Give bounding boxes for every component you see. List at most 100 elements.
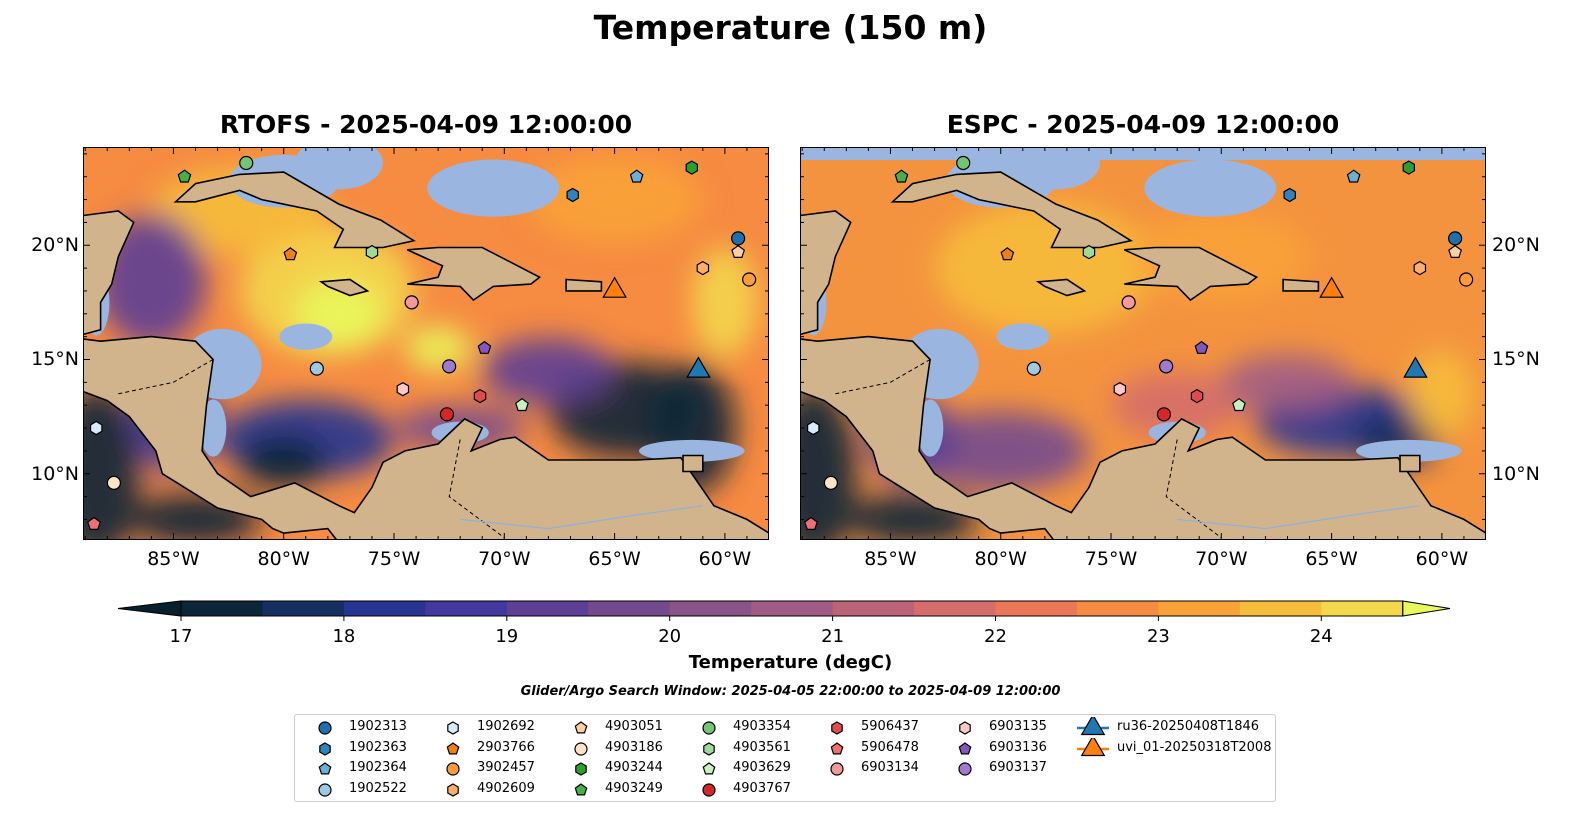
colorbar-tick-label: 22: [984, 626, 1007, 647]
colorbar-tick-label: 24: [1309, 626, 1333, 647]
platform-marker-6903137: [442, 359, 457, 374]
panel-title-espc: ESPC - 2025-04-09 12:00:00: [946, 110, 1340, 139]
platform-marker-4903354: [956, 155, 971, 171]
legend-label: 2903766: [477, 739, 535, 755]
legend-label: 4903767: [733, 780, 791, 796]
legend-label: 4903629: [733, 760, 791, 775]
platform-marker-5906437: [1190, 388, 1204, 404]
legend-hexagon-icon: [575, 762, 587, 776]
land-cuba: [173, 171, 416, 249]
legend-triangle-icon: [1080, 737, 1106, 756]
legend-marker-icon: [318, 782, 332, 797]
lon-tick-label: 85°W: [864, 548, 917, 570]
legend-marker-icon: [574, 782, 588, 795]
legend-label: uvi_01-20250318T2008: [1117, 739, 1272, 755]
colorbar-bin: [1321, 601, 1404, 616]
colorbar-bin: [914, 601, 996, 616]
lat-tick-label: 20°N: [1492, 234, 1540, 257]
legend-label: 4903244: [605, 760, 663, 775]
no-data-band: [800, 147, 1486, 160]
shallow-shelf-mask: [1355, 439, 1462, 462]
colorbar-bin: [425, 601, 508, 616]
shallow-shelf-mask: [427, 159, 560, 217]
legend-pentagon-icon: [574, 721, 588, 734]
legend-marker-icon: [1077, 717, 1109, 736]
legend-label: 4902609: [477, 780, 535, 796]
platform-marker-6903135: [1113, 382, 1127, 397]
legend-marker-icon: [702, 721, 716, 735]
lon-tick-label: 70°W: [478, 548, 531, 570]
legend-marker-icon: [318, 762, 332, 775]
colorbar-bin: [669, 601, 752, 616]
legend-label: 6903135: [989, 719, 1047, 734]
platform-marker-5906478: [87, 516, 101, 530]
shallow-shelf-mask: [916, 399, 944, 457]
legend-marker-icon: [574, 741, 588, 756]
platform-marker-6903134: [1121, 295, 1136, 310]
legend-marker-icon: [959, 721, 971, 735]
legend-label: 4903354: [733, 719, 791, 734]
shallow-shelf-mask: [996, 323, 1050, 350]
platform-marker-1902692: [89, 420, 103, 436]
land-hispaniola: [1123, 246, 1259, 302]
colorbar-tick-label: 17: [169, 626, 193, 647]
lon-tick-label: 60°W: [698, 548, 752, 570]
legend-label: 3902457: [477, 760, 535, 775]
platform-marker-4903244: [1402, 160, 1416, 175]
legend-marker-icon: [958, 762, 972, 776]
colorbar-label: Temperature (degC): [688, 652, 893, 673]
colorbar-tick-label: 23: [1146, 626, 1170, 647]
legend-pentagon-icon: [446, 741, 460, 754]
legend-label: 1902364: [349, 760, 407, 775]
map-panel-espc: [800, 147, 1486, 540]
legend-marker-icon: [831, 721, 843, 735]
colorbar-extend-low: [117, 600, 182, 617]
platform-marker-4903629: [515, 397, 529, 412]
lon-tick-label: 60°W: [1415, 548, 1469, 570]
colorbar-tick-label: 21: [821, 626, 845, 647]
legend-label: 4903051: [605, 719, 663, 734]
map-canvas: [800, 147, 1486, 540]
platform-marker-1902313: [731, 231, 746, 246]
platform-marker-4903561: [1082, 244, 1096, 260]
colorbar-tick-label: 19: [495, 626, 519, 647]
shallow-shelf-mask: [294, 147, 383, 190]
legend-circle-icon: [446, 762, 460, 776]
lat-tick-label: 15°N: [31, 348, 79, 371]
platform-marker-4903249: [894, 169, 909, 183]
legend-marker-icon: [574, 721, 588, 734]
platform-marker-6903135: [396, 382, 410, 397]
lon-tick-label: 80°W: [974, 548, 1027, 570]
legend-label: 4903561: [733, 739, 791, 755]
platform-marker-4903561: [365, 244, 379, 260]
legend-marker-icon: [446, 741, 460, 754]
legend-hexagon-icon: [319, 741, 331, 756]
land-trinidad: [682, 454, 704, 473]
platform-marker-2903766: [283, 247, 298, 261]
shallow-shelf-mask: [1144, 159, 1277, 217]
land-yucatan: [800, 210, 852, 336]
platform-marker-5906437: [473, 388, 487, 404]
legend-marker-icon: [830, 762, 844, 776]
platform-marker-1902522: [1026, 361, 1041, 376]
platform-marker-1902313: [1448, 231, 1463, 246]
colorbar-bin: [343, 601, 426, 616]
legend-circle-icon: [318, 782, 332, 797]
legend-marker-icon: [318, 721, 332, 735]
legend-label: 5906478: [861, 739, 919, 755]
lon-tick-label: 65°W: [588, 548, 641, 570]
map-panel-rtofs: [83, 147, 769, 540]
legend-label: ru36-20250408T1846: [1117, 719, 1260, 734]
land-trinidad: [1399, 454, 1421, 473]
platform-marker-6903134: [404, 295, 419, 310]
legend-marker-icon: [575, 762, 587, 776]
legend-label: 1902313: [349, 719, 407, 734]
legend-label: 6903136: [989, 739, 1047, 755]
legend-pentagon-icon: [702, 762, 716, 775]
lon-tick-label: 65°W: [1305, 548, 1358, 570]
platform-marker-6903136: [1194, 340, 1209, 354]
platform-marker-uvi_01-20250318T2008: [1319, 276, 1344, 298]
colorbar-tick-label: 18: [332, 626, 356, 647]
platform-marker-3902457: [742, 272, 757, 287]
land-central-south-america: [83, 335, 769, 540]
